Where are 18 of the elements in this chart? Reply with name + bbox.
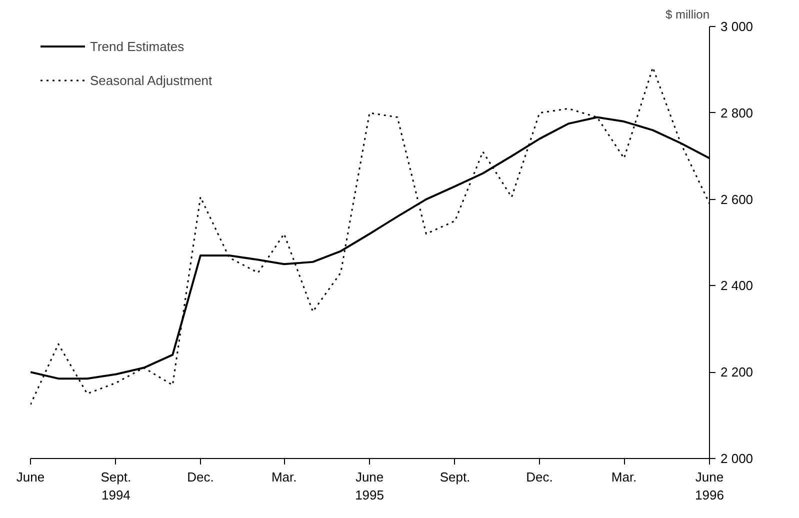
y-tick-label: 2 200 — [720, 364, 754, 380]
x-tick-label: Mar. — [611, 470, 637, 484]
x-tick-label: June 1995 — [355, 470, 384, 502]
x-tick-label: Dec. — [187, 470, 214, 484]
y-tick-label: 2 400 — [720, 278, 754, 294]
x-tick-label: June — [16, 470, 45, 484]
x-tick-label: Mar. — [271, 470, 297, 484]
x-tick-label: Dec. — [526, 470, 553, 484]
y-tick-label: 2 600 — [720, 192, 754, 207]
legend-label: Trend Estimates — [90, 38, 184, 54]
y-tick-label: 2 000 — [720, 451, 754, 466]
x-tick-label: Sept. — [440, 470, 470, 484]
y-tick-label: 3 000 — [720, 19, 754, 34]
legend-label: Seasonal Adjustment — [90, 72, 212, 88]
y-tick-label: 2 800 — [720, 105, 754, 120]
x-tick-label: Sept. 1994 — [100, 470, 132, 502]
x-tick-label: June 1996 — [695, 470, 724, 502]
y-axis-title: $ million — [665, 8, 710, 22]
